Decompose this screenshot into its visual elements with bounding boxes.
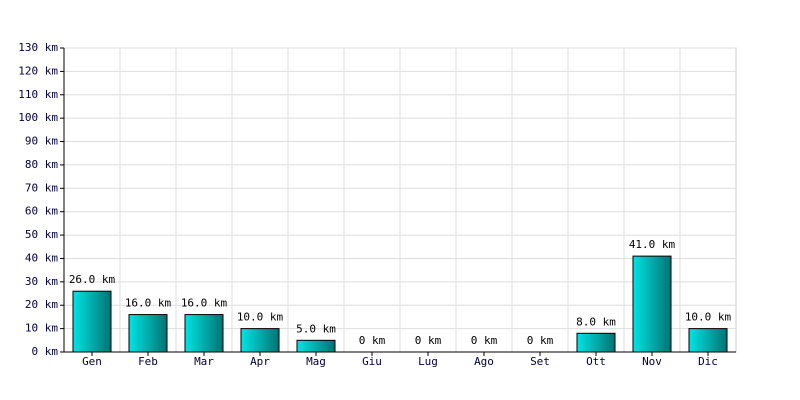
bar-shade <box>296 339 336 353</box>
y-tick-label: 10 km <box>25 322 58 335</box>
value-label: 41.0 km <box>629 238 676 251</box>
value-label: 8.0 km <box>576 315 616 328</box>
bar-shade <box>128 314 168 353</box>
y-tick-label: 20 km <box>25 298 58 311</box>
bar-shade <box>240 328 280 353</box>
x-tick-label: Ago <box>474 355 494 368</box>
x-tick-label: Feb <box>138 355 158 368</box>
y-tick-label: 130 km <box>18 41 58 54</box>
y-tick-label: 120 km <box>18 64 58 77</box>
x-tick-label: Giu <box>362 355 382 368</box>
x-tick-label: Mar <box>194 355 214 368</box>
x-tick-label: Set <box>530 355 550 368</box>
value-label: 0 km <box>415 334 442 347</box>
x-tick-label: Lug <box>418 355 438 368</box>
x-tick-label: Mag <box>306 355 326 368</box>
value-label: 0 km <box>471 334 498 347</box>
y-tick-label: 50 km <box>25 228 58 241</box>
y-tick-label: 60 km <box>25 205 58 218</box>
value-label: 10.0 km <box>685 311 732 324</box>
value-label: 0 km <box>527 334 554 347</box>
value-label: 26.0 km <box>69 273 116 286</box>
x-tick-label: Ott <box>586 355 606 368</box>
x-tick-label: Gen <box>82 355 102 368</box>
value-label: 0 km <box>359 334 386 347</box>
bar-shade <box>688 328 728 353</box>
y-tick-label: 100 km <box>18 111 58 124</box>
y-tick-label: 30 km <box>25 275 58 288</box>
y-tick-label: 0 km <box>32 345 59 358</box>
value-label: 16.0 km <box>125 297 172 310</box>
bar-shade <box>184 314 224 353</box>
bar-shade <box>632 255 672 353</box>
value-label: 16.0 km <box>181 297 228 310</box>
y-tick-label: 110 km <box>18 88 58 101</box>
value-label: 5.0 km <box>296 322 336 335</box>
bar-shade <box>72 290 112 353</box>
y-tick-label: 80 km <box>25 158 58 171</box>
x-tick-label: Apr <box>250 355 270 368</box>
x-tick-label: Dic <box>698 355 718 368</box>
y-tick-label: 70 km <box>25 181 58 194</box>
value-label: 10.0 km <box>237 311 284 324</box>
x-tick-label: Nov <box>642 355 662 368</box>
bar-shade <box>576 332 616 353</box>
y-tick-label: 40 km <box>25 251 58 264</box>
y-tick-label: 90 km <box>25 135 58 148</box>
